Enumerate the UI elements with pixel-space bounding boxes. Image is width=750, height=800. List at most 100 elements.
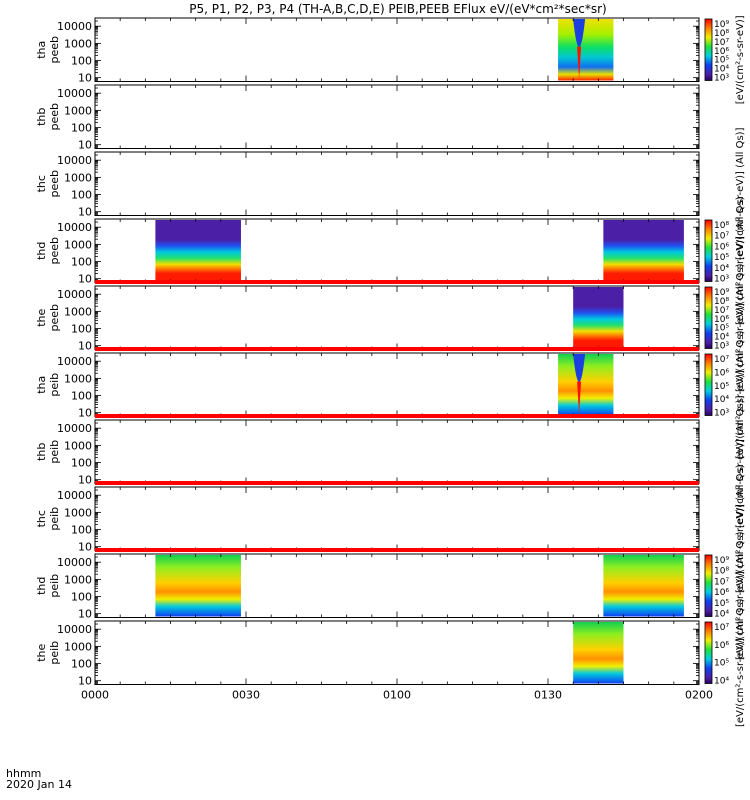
y-axis-label-probe: thc [35, 175, 48, 192]
panel-frame [94, 151, 700, 216]
colorbar-tick-label: 10⁶ [714, 368, 729, 378]
y-tick-label: 1000 [64, 104, 92, 117]
y-axis-label-probe: thd [35, 577, 48, 595]
y-tick-label: 10 [78, 541, 92, 554]
colorbar-tick-label: 10⁷ [714, 623, 729, 633]
y-tick-label: 10 [78, 72, 92, 85]
y-tick-label: 10 [78, 675, 92, 688]
colorbar-label: [eV/(cm²-s-sr-eV)] (All Qs) [735, 330, 746, 459]
colorbar-tick-label: 10⁶ [714, 242, 729, 252]
y-axis-label-species: peib [48, 641, 61, 665]
y-tick-label: 10 [78, 608, 92, 621]
colorbar-tick-label: 10⁴ [714, 395, 729, 405]
colorbar-tick-label: 10⁹ [714, 556, 729, 566]
colorbar-tick-label: 10⁷ [714, 38, 729, 48]
colorbar-label: [eV/(cm²-s-sr-eV)] [735, 15, 746, 104]
panel-separator-band [95, 481, 699, 485]
spectrogram-segment [603, 220, 684, 282]
figure-title: P5, P1, P2, P3, P4 (TH-A,B,C,D,E) PEIB,P… [189, 2, 606, 16]
colorbar [704, 18, 713, 81]
y-tick-label: 1000 [64, 238, 92, 251]
colorbar-label: [eV/(cm²-s-sr-eV)] (All Qs) [735, 464, 746, 593]
colorbar-tick-label: 10⁴ [714, 264, 729, 274]
y-tick-label: 1000 [64, 573, 92, 586]
panel-separator-band [95, 280, 699, 284]
colorbar-tick-label: 10⁵ [714, 599, 729, 609]
y-axis-label-species: peeb [48, 237, 61, 265]
colorbar-label: [eV/(cm²-s-sr-eV)] (All Qs) [735, 263, 746, 392]
colorbar [704, 554, 713, 617]
y-axis-label-species: peib [48, 373, 61, 397]
spectrogram-segment [155, 555, 241, 617]
y-axis-label-probe: tha [35, 376, 48, 394]
y-axis-label-species: peeb [48, 304, 61, 332]
y-tick-label: 10 [78, 206, 92, 219]
colorbar-tick-label: 10⁷ [714, 306, 729, 316]
colorbar-tick-label: 10⁵ [714, 56, 729, 66]
y-tick-label: 10 [78, 474, 92, 487]
panel-separator-band [95, 548, 699, 552]
panel-frame [94, 84, 700, 149]
y-tick-label: 10 [78, 340, 92, 353]
x-axis-label: hhmm [6, 767, 41, 780]
spectrogram-segment [603, 555, 684, 617]
colorbar-tick-label: 10⁶ [714, 315, 729, 325]
y-tick-label: 100 [71, 122, 92, 135]
panel-thc-peib: 10 100 1000 10000 thc peib [eV/(cm²-s-sr-eV)] … [35, 464, 746, 593]
panel-thc-peeb: 10 100 1000 10000 thc peeb [eV/(cm²-s-sr-eV)] … [35, 127, 746, 260]
colorbar-tick-label: 10⁹ [714, 20, 729, 30]
colorbar-tick-label: 10⁴ [714, 65, 729, 75]
colorbar-tick-label: 10⁵ [714, 659, 729, 669]
colorbar-tick-label: 10⁸ [714, 29, 729, 39]
colorbar-label: [eV/(cm²-s-sr-eV)] (All Qs) [735, 196, 746, 325]
colorbar-label: [eV/(cm²-s-sr-eV)] (All Qs)] [735, 127, 746, 260]
y-tick-label: 1000 [64, 171, 92, 184]
panel-thb-peeb: 10 100 1000 10000 thb peeb [35, 84, 700, 152]
spectrogram-segment [573, 287, 624, 349]
colorbar-tick-label: 10⁵ [714, 324, 729, 334]
y-tick-label: 1000 [64, 37, 92, 50]
y-tick-label: 10000 [57, 556, 92, 569]
spectrogram-segment [558, 19, 614, 81]
colorbar-tick-label: 10⁵ [714, 253, 729, 263]
panel-frame [94, 419, 700, 484]
y-axis-label-probe: thb [35, 443, 48, 461]
y-tick-label: 100 [71, 524, 92, 537]
y-axis-label-probe: thb [35, 108, 48, 126]
colorbar-label: [eV/(cm²-s-sr-eV)] (All Qs)] [735, 395, 746, 528]
y-axis-label-probe: tha [35, 41, 48, 59]
colorbar-label: [eV/(cm²-s-sr-eV)] (All Qs) [735, 531, 746, 660]
panel-separator-band [95, 347, 699, 351]
y-tick-label: 100 [71, 323, 92, 336]
y-axis-label-probe: the [35, 308, 48, 326]
spectrogram-spike-core [577, 381, 582, 415]
y-axis-label-species: peib [48, 507, 61, 531]
panel-separator-band [95, 414, 699, 418]
x-tick-label: 0000 [81, 689, 109, 702]
colorbar [704, 286, 713, 349]
colorbar [704, 353, 713, 416]
y-tick-label: 100 [71, 457, 92, 470]
y-axis-label-probe: thc [35, 510, 48, 527]
colorbar-tick-label: 10⁸ [714, 567, 729, 577]
y-tick-label: 10000 [57, 221, 92, 234]
y-tick-label: 100 [71, 390, 92, 403]
colorbar [704, 219, 713, 282]
colorbar-tick-label: 10⁷ [714, 232, 729, 242]
colorbar-tick-label: 10⁶ [714, 641, 729, 651]
x-tick-label: 0130 [534, 689, 562, 702]
colorbar-tick-label: 10⁵ [714, 382, 729, 392]
y-tick-label: 10 [78, 139, 92, 152]
colorbar-tick-label: 10³ [714, 342, 729, 352]
y-tick-label: 10000 [57, 87, 92, 100]
spectrogram-spike [573, 354, 586, 383]
y-axis-label-species: peib [48, 574, 61, 598]
y-axis-label-probe: the [35, 643, 48, 661]
colorbar-tick-label: 10⁴ [714, 610, 729, 620]
date-label: 2020 Jan 14 [6, 778, 72, 791]
spectrogram-spike-core [577, 46, 582, 80]
spectrogram-segment [558, 354, 614, 416]
